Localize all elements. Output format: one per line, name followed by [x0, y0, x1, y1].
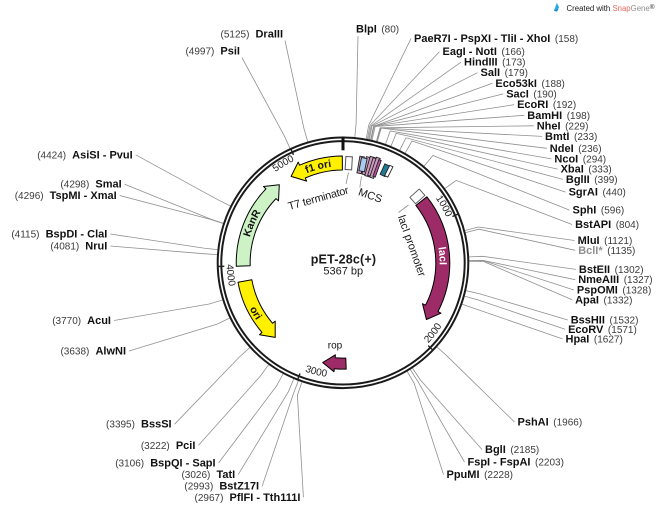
svg-text:SphI (596): SphI (596): [573, 205, 625, 217]
svg-text:(4997) PsiI: (4997) PsiI: [185, 46, 240, 58]
svg-text:(4424) AsiSI - PvuI: (4424) AsiSI - PvuI: [37, 149, 133, 161]
svg-text:(3106) BspQI - SapI: (3106) BspQI - SapI: [115, 457, 215, 469]
svg-text:(3222) PciI: (3222) PciI: [141, 440, 196, 452]
svg-text:BglII (399): BglII (399): [566, 174, 618, 186]
svg-text:(2967) PflFI - Tth111I: (2967) PflFI - Tth111I: [195, 492, 301, 504]
svg-text:FspI - FspAI (2203): FspI - FspAI (2203): [468, 457, 564, 469]
svg-text:5367 bp: 5367 bp: [323, 265, 363, 277]
svg-text:(5125) DraIII: (5125) DraIII: [221, 29, 283, 41]
svg-text:PshAI (1966): PshAI (1966): [518, 417, 583, 429]
svg-text:(3026) TatI: (3026) TatI: [181, 469, 235, 481]
svg-text:(3770) AcuI: (3770) AcuI: [52, 315, 111, 327]
svg-text:BclI* (1135): BclI* (1135): [578, 245, 635, 257]
svg-text:BstAPI (804): BstAPI (804): [575, 219, 639, 231]
svg-text:SgrAI (440): SgrAI (440): [569, 187, 626, 199]
svg-text:ApaI (1332): ApaI (1332): [575, 294, 632, 306]
svg-text:(4081) NruI: (4081) NruI: [50, 241, 107, 253]
svg-text:(4115) BspDI - ClaI: (4115) BspDI - ClaI: [11, 229, 107, 241]
svg-text:(4298) SmaI: (4298) SmaI: [60, 179, 121, 191]
svg-text:Created with SnapGene®: Created with SnapGene®: [567, 3, 655, 13]
svg-text:(2993) BstZ17I: (2993) BstZ17I: [184, 481, 259, 493]
svg-text:BmtI (233): BmtI (233): [545, 131, 597, 143]
svg-text:rop: rop: [328, 341, 343, 352]
svg-text:HpaI (1627): HpaI (1627): [566, 333, 623, 345]
svg-text:(4296) TspMI - XmaI: (4296) TspMI - XmaI: [15, 190, 117, 202]
svg-text:pET-28c(+): pET-28c(+): [311, 252, 377, 266]
svg-text:BglI (2185): BglI (2185): [485, 444, 539, 456]
svg-text:PpuMI (2228): PpuMI (2228): [447, 469, 513, 481]
svg-text:BlpI (80): BlpI (80): [356, 23, 399, 35]
